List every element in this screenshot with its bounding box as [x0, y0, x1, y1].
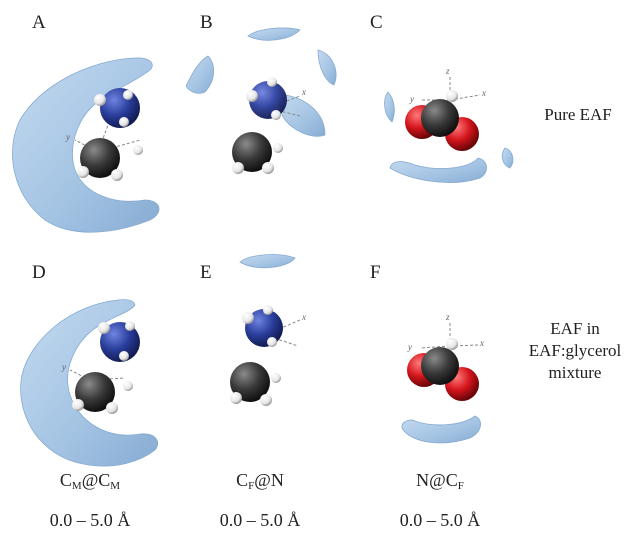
axis-x-label: x [301, 312, 306, 322]
molecule: x [232, 77, 306, 174]
panel-label-e: E [200, 262, 212, 283]
axis-z-label: z [445, 312, 450, 322]
panel-e: x [230, 254, 306, 406]
panel-label-b: B [200, 12, 213, 33]
density-surface [12, 57, 160, 233]
molecule: y [61, 321, 140, 414]
axis-x-label: x [301, 87, 306, 97]
range-label-2: 0.0 – 5.0 Å [219, 510, 301, 530]
molecule: y [65, 88, 143, 181]
range-label-1: 0.0 – 5.0 Å [49, 510, 131, 530]
panel-f: z y x [401, 312, 484, 444]
molecule: x [230, 305, 306, 406]
panel-label-c: C [370, 12, 383, 33]
panel-b: x [185, 27, 337, 174]
density-lobe-top [239, 254, 296, 269]
row-label-mixture: EAF in EAF:glycerol mixture [520, 318, 630, 384]
density-lobe-right [501, 147, 514, 169]
density-lobe-top [247, 27, 301, 41]
axis-y-label: y [61, 362, 66, 372]
panel-label-a: A [32, 12, 46, 33]
panel-c: z y x [384, 66, 514, 183]
row-label-line-1: EAF in [550, 319, 600, 338]
axis-x-label: x [481, 88, 486, 98]
density-lobe-left [384, 91, 395, 123]
molecule: z y x [407, 312, 484, 401]
caption-cm-at-cm: CM@CM [59, 470, 121, 492]
density-lobe-right [317, 49, 337, 86]
density-lobe-left [185, 55, 215, 94]
axis-y-label: y [407, 342, 412, 352]
row-label-line-2: EAF:glycerol [528, 341, 622, 360]
row-label-line-3: mixture [548, 363, 602, 382]
caption-cf-at-n: CF@N [236, 470, 284, 492]
panel-a: y [12, 57, 160, 233]
range-label-3: 0.0 – 5.0 Å [399, 510, 481, 530]
panel-label-f: F [370, 262, 381, 283]
caption-n-at-cf: N@CF [416, 470, 464, 492]
panel-label-d: D [32, 262, 46, 283]
density-surface [20, 299, 159, 467]
density-crescent [389, 157, 487, 183]
density-crescent [401, 415, 481, 444]
panel-d: y [20, 299, 159, 467]
molecule: z y x [405, 66, 486, 151]
axis-x-label: x [479, 338, 484, 348]
axis-z-label: z [445, 66, 450, 76]
axis-y-label: y [65, 132, 70, 142]
axis-y-label: y [409, 94, 414, 104]
row-label-pure-eaf: Pure EAF [544, 105, 612, 124]
